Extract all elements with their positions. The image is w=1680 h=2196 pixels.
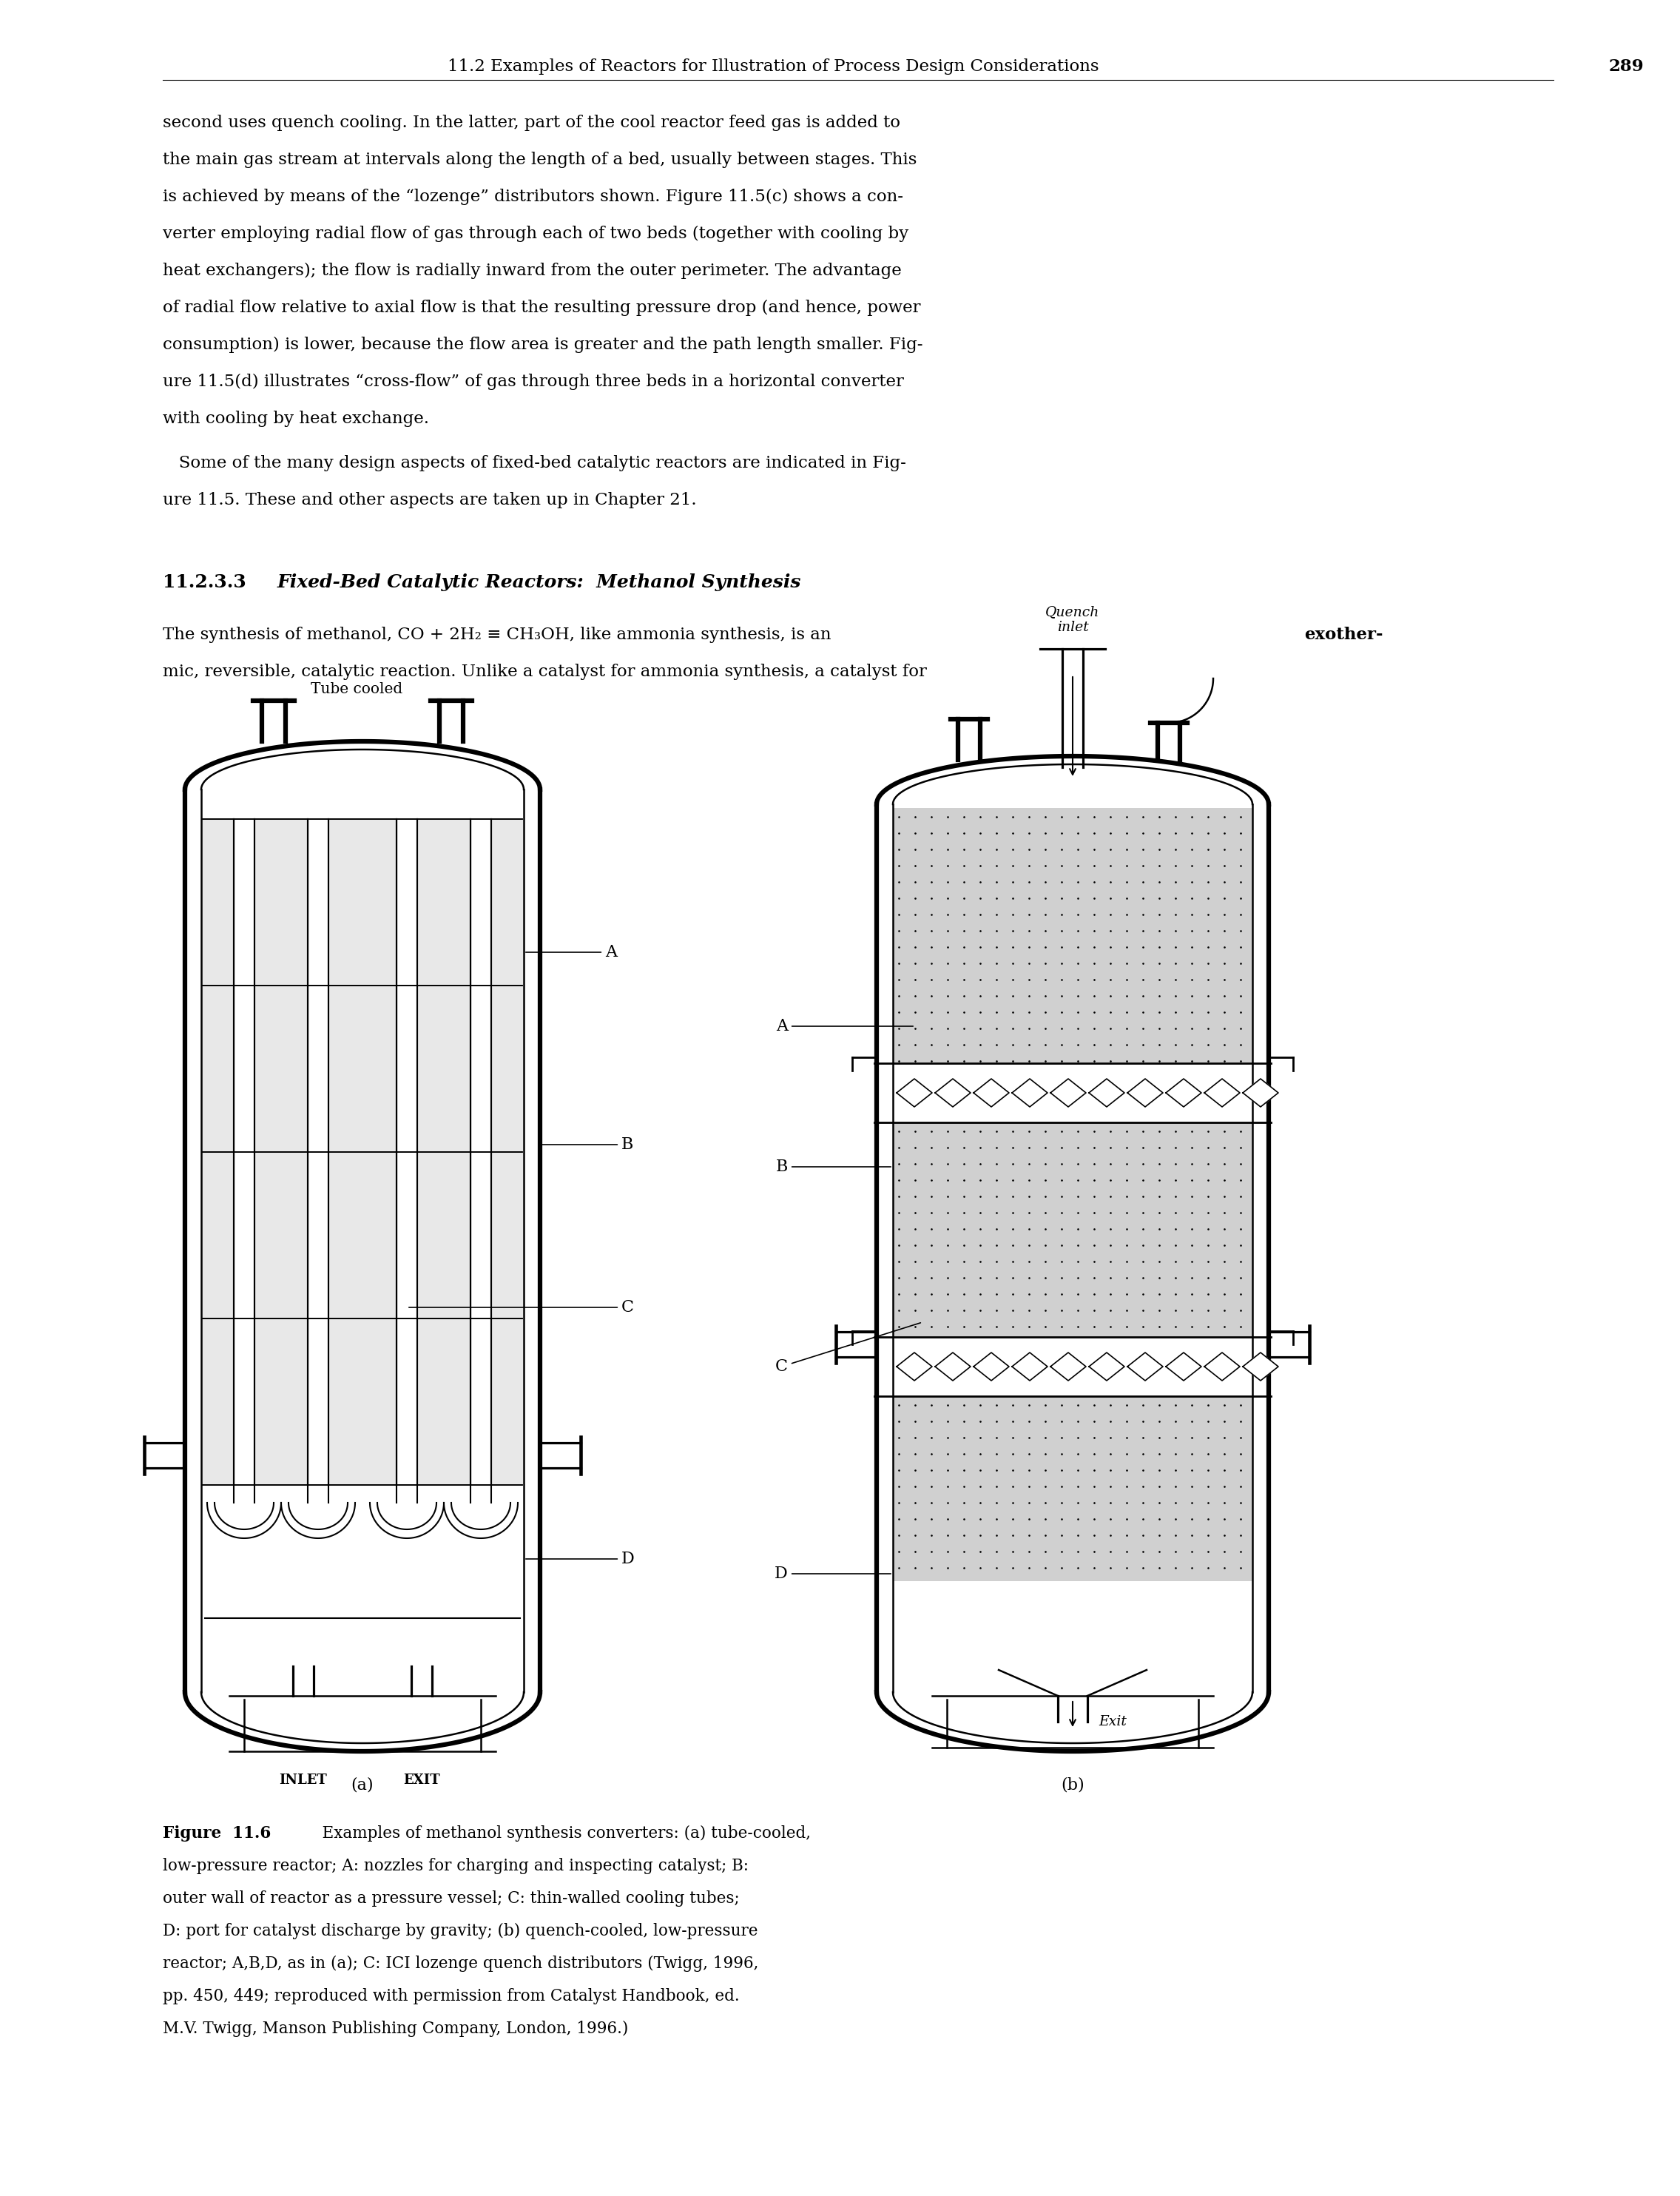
Polygon shape	[1166, 1353, 1201, 1381]
Polygon shape	[897, 1353, 932, 1381]
Polygon shape	[973, 1353, 1010, 1381]
Text: Tube cooled: Tube cooled	[311, 683, 403, 696]
Polygon shape	[1011, 1353, 1048, 1381]
Text: with cooling by heat exchange.: with cooling by heat exchange.	[163, 411, 428, 426]
Polygon shape	[1166, 1078, 1201, 1107]
Text: (a): (a)	[351, 1777, 375, 1794]
Text: D: D	[526, 1550, 635, 1568]
Polygon shape	[1243, 1078, 1278, 1107]
Polygon shape	[1243, 1353, 1278, 1381]
Text: 11.2 Examples of Reactors for Illustration of Process Design Considerations: 11.2 Examples of Reactors for Illustrati…	[447, 59, 1099, 75]
Text: exother-: exother-	[1304, 626, 1383, 643]
Text: C: C	[774, 1322, 921, 1375]
Polygon shape	[1089, 1353, 1124, 1381]
Polygon shape	[892, 1122, 1252, 1337]
Text: second uses quench cooling. In the latter, part of the cool reactor feed gas is : second uses quench cooling. In the latte…	[163, 114, 900, 132]
Polygon shape	[892, 1397, 1252, 1581]
Text: reactor; A,B,D, as in (a); C: ICI lozenge quench distributors (Twigg, 1996,: reactor; A,B,D, as in (a); C: ICI lozeng…	[163, 1954, 759, 1972]
Polygon shape	[973, 1078, 1010, 1107]
Text: mic, reversible, catalytic reaction. Unlike a catalyst for ammonia synthesis, a : mic, reversible, catalytic reaction. Unl…	[163, 663, 927, 681]
Text: INLET: INLET	[279, 1774, 328, 1788]
Text: 289: 289	[1609, 59, 1645, 75]
Text: EXIT: EXIT	[403, 1774, 440, 1788]
Text: The synthesis of methanol, CO + 2H₂ ≡ CH₃OH, like ammonia synthesis, is an: The synthesis of methanol, CO + 2H₂ ≡ CH…	[163, 626, 837, 643]
Text: is achieved by means of the “lozenge” distributors shown. Figure 11.5(c) shows a: is achieved by means of the “lozenge” di…	[163, 189, 904, 204]
Text: of radial flow relative to axial flow is that the resulting pressure drop (and h: of radial flow relative to axial flow is…	[163, 299, 921, 316]
Text: B: B	[776, 1159, 890, 1175]
Text: 11.2.3.3: 11.2.3.3	[163, 573, 247, 591]
Text: D: port for catalyst discharge by gravity; (b) quench-cooled, low-pressure: D: port for catalyst discharge by gravit…	[163, 1924, 758, 1939]
Text: M.V. Twigg, Manson Publishing Company, London, 1996.): M.V. Twigg, Manson Publishing Company, L…	[163, 2020, 628, 2038]
Text: B: B	[543, 1138, 633, 1153]
Text: consumption) is lower, because the flow area is greater and the path length smal: consumption) is lower, because the flow …	[163, 336, 922, 354]
Polygon shape	[1205, 1078, 1240, 1107]
Polygon shape	[202, 819, 524, 1484]
Polygon shape	[1050, 1353, 1085, 1381]
Text: heat exchangers); the flow is radially inward from the outer perimeter. The adva: heat exchangers); the flow is radially i…	[163, 264, 902, 279]
Text: A: A	[526, 944, 617, 960]
Polygon shape	[892, 808, 1252, 1063]
Polygon shape	[897, 1078, 932, 1107]
Text: C: C	[408, 1300, 633, 1315]
Text: pp. 450, 449; reproduced with permission from Catalyst Handbook, ed.: pp. 450, 449; reproduced with permission…	[163, 1987, 739, 2005]
Text: ure 11.5(d) illustrates “cross-flow” of gas through three beds in a horizontal c: ure 11.5(d) illustrates “cross-flow” of …	[163, 373, 904, 391]
Text: Fixed-Bed Catalytic Reactors:  Methanol Synthesis: Fixed-Bed Catalytic Reactors: Methanol S…	[277, 573, 801, 591]
Polygon shape	[1011, 1078, 1048, 1107]
Text: Exit: Exit	[1099, 1715, 1127, 1728]
Text: A: A	[776, 1019, 912, 1034]
Polygon shape	[1050, 1078, 1085, 1107]
Text: D: D	[774, 1566, 890, 1581]
Polygon shape	[936, 1078, 971, 1107]
Text: verter employing radial flow of gas through each of two beds (together with cool: verter employing radial flow of gas thro…	[163, 226, 909, 242]
Polygon shape	[1127, 1078, 1163, 1107]
Text: ure 11.5. These and other aspects are taken up in Chapter 21.: ure 11.5. These and other aspects are ta…	[163, 492, 697, 507]
Text: Examples of methanol synthesis converters: (a) tube-cooled,: Examples of methanol synthesis converter…	[307, 1825, 811, 1842]
Text: Figure  11.6: Figure 11.6	[163, 1825, 270, 1842]
Text: (b): (b)	[1060, 1777, 1084, 1794]
Text: Some of the many design aspects of fixed-bed catalytic reactors are indicated in: Some of the many design aspects of fixed…	[163, 455, 906, 472]
Text: Quench
inlet: Quench inlet	[1045, 606, 1100, 635]
Polygon shape	[1089, 1078, 1124, 1107]
Polygon shape	[1127, 1353, 1163, 1381]
Polygon shape	[1205, 1353, 1240, 1381]
Polygon shape	[936, 1353, 971, 1381]
Text: the main gas stream at intervals along the length of a bed, usually between stag: the main gas stream at intervals along t…	[163, 152, 917, 167]
Text: low-pressure reactor; A: nozzles for charging and inspecting catalyst; B:: low-pressure reactor; A: nozzles for cha…	[163, 1858, 749, 1873]
Text: outer wall of reactor as a pressure vessel; C: thin-walled cooling tubes;: outer wall of reactor as a pressure vess…	[163, 1891, 739, 1906]
